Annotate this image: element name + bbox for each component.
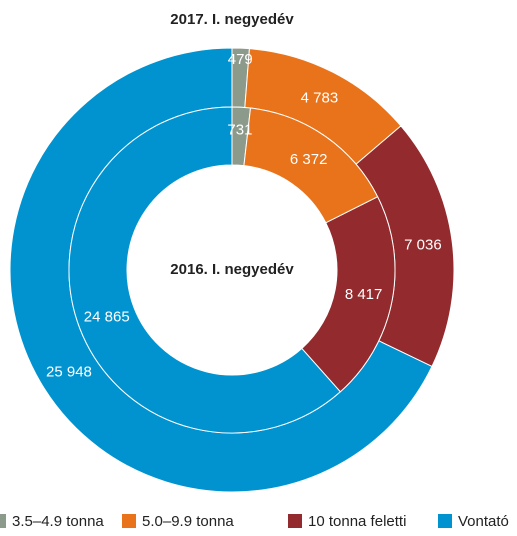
- data-label: 25 948: [46, 363, 92, 380]
- data-label: 731: [227, 121, 252, 138]
- data-label: 24 865: [84, 309, 130, 326]
- legend-swatch: [0, 514, 6, 528]
- legend-label: 5.0–9.9 tonna: [142, 513, 234, 530]
- data-label: 7 036: [404, 236, 442, 253]
- outer-ring-title: 2017. I. negyedév: [170, 11, 294, 28]
- data-label: 479: [228, 51, 253, 68]
- legend-label: 10 tonna feletti: [308, 513, 406, 530]
- data-label: 8 417: [345, 286, 383, 303]
- donut-segment: [68, 106, 342, 434]
- legend-label: 3.5–4.9 tonna: [12, 513, 104, 530]
- legend-swatch: [122, 514, 136, 528]
- inner-ring-title: 2016. I. negyedév: [170, 261, 294, 278]
- legend-swatch: [288, 514, 302, 528]
- data-label: 6 372: [290, 151, 328, 168]
- legend-swatch: [438, 514, 452, 528]
- data-label: 4 783: [301, 89, 339, 106]
- legend-label: Vontató: [458, 513, 509, 530]
